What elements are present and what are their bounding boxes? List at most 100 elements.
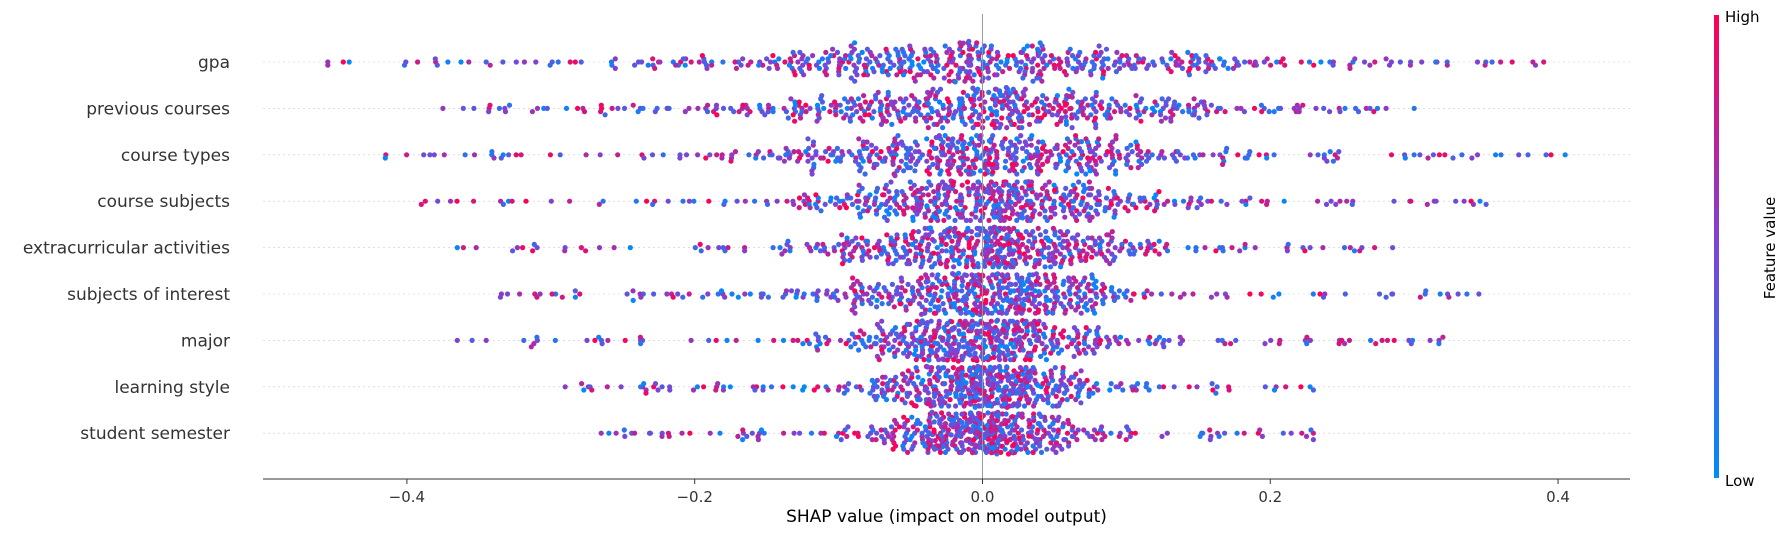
- data-point: [777, 245, 783, 251]
- data-point: [905, 353, 911, 359]
- data-point: [1144, 288, 1150, 294]
- data-point: [1129, 149, 1135, 155]
- data-point: [1054, 433, 1060, 439]
- data-point: [1242, 59, 1248, 65]
- data-point: [469, 337, 475, 343]
- data-point: [981, 43, 987, 49]
- data-point: [1094, 211, 1101, 217]
- data-point: [660, 152, 666, 158]
- data-point: [924, 203, 930, 209]
- data-point: [957, 400, 964, 406]
- data-point: [768, 384, 775, 390]
- data-point: [946, 342, 952, 349]
- data-point: [837, 102, 843, 108]
- data-point: [1185, 245, 1191, 251]
- data-point: [997, 210, 1003, 217]
- data-point: [897, 96, 903, 102]
- data-point: [939, 436, 946, 442]
- data-point: [1053, 285, 1059, 291]
- data-point: [1083, 136, 1089, 142]
- data-point: [991, 224, 997, 230]
- data-point: [1470, 201, 1476, 207]
- data-point: [800, 294, 806, 300]
- data-point: [970, 312, 976, 318]
- data-point: [1306, 59, 1313, 65]
- data-point: [691, 198, 697, 204]
- data-point: [953, 403, 959, 409]
- data-point: [1081, 427, 1087, 433]
- data-point: [966, 164, 972, 170]
- data-point: [1003, 158, 1009, 164]
- data-point: [936, 183, 942, 189]
- data-point: [774, 198, 780, 204]
- data-point: [1077, 211, 1083, 217]
- data-point: [878, 427, 884, 433]
- data-point: [1049, 414, 1055, 420]
- data-point: [1103, 46, 1110, 52]
- data-point: [1010, 53, 1016, 59]
- data-point: [972, 277, 978, 283]
- data-point: [1096, 235, 1103, 241]
- data-point: [937, 449, 944, 455]
- data-point: [941, 65, 947, 71]
- data-point: [1026, 337, 1032, 343]
- data-point: [1000, 69, 1006, 75]
- data-point: [567, 59, 573, 65]
- data-point: [1002, 236, 1008, 242]
- data-point: [1050, 446, 1056, 452]
- data-point: [1074, 192, 1080, 198]
- data-point: [790, 112, 796, 118]
- data-point: [1006, 65, 1013, 71]
- data-point: [1086, 179, 1092, 185]
- data-point: [1009, 422, 1015, 428]
- data-point: [885, 433, 892, 439]
- data-point: [907, 437, 913, 443]
- data-point: [967, 69, 973, 75]
- data-point: [989, 326, 995, 332]
- data-point: [760, 291, 766, 297]
- data-point: [1298, 59, 1304, 65]
- data-point: [1069, 281, 1075, 287]
- data-point: [1062, 214, 1068, 220]
- data-point: [928, 347, 934, 353]
- data-point: [859, 49, 865, 56]
- data-point: [948, 53, 954, 59]
- data-point: [1043, 357, 1049, 363]
- data-point: [1093, 161, 1099, 167]
- data-point: [1433, 59, 1439, 65]
- data-point: [1152, 341, 1158, 347]
- data-point: [1067, 46, 1073, 52]
- data-point: [1088, 72, 1094, 78]
- data-point: [513, 152, 519, 158]
- data-point: [1075, 99, 1081, 105]
- data-point: [1087, 297, 1093, 303]
- data-point: [1068, 393, 1074, 399]
- data-point: [460, 105, 466, 111]
- data-point: [815, 384, 821, 390]
- data-point: [1048, 205, 1054, 211]
- data-point: [884, 217, 890, 223]
- data-point: [959, 195, 965, 201]
- data-point: [547, 62, 553, 68]
- data-point: [925, 101, 931, 107]
- data-point: [928, 198, 934, 204]
- data-point: [733, 337, 739, 343]
- data-point: [1094, 381, 1100, 387]
- data-point: [904, 417, 911, 423]
- data-point: [928, 53, 934, 59]
- data-point: [988, 301, 994, 307]
- data-point: [418, 201, 424, 207]
- data-point: [913, 325, 919, 331]
- data-point: [604, 384, 610, 390]
- data-point: [969, 372, 976, 378]
- data-point: [894, 232, 900, 238]
- data-point: [933, 215, 939, 221]
- data-point: [1039, 78, 1045, 84]
- data-point: [800, 341, 806, 347]
- data-point: [991, 122, 997, 128]
- data-point: [1176, 62, 1182, 68]
- data-point: [991, 304, 998, 310]
- data-point: [1011, 442, 1017, 448]
- data-point: [434, 62, 440, 68]
- data-point: [984, 355, 990, 361]
